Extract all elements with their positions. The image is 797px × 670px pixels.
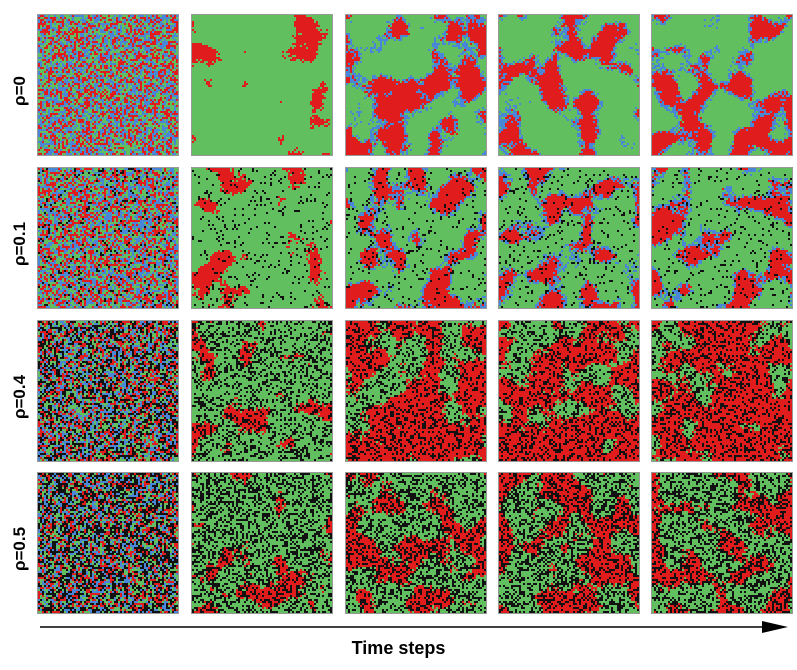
simulation-panel bbox=[37, 167, 179, 309]
lattice-canvas bbox=[499, 473, 639, 613]
row-label: ρ=0.4 bbox=[8, 320, 32, 474]
simulation-panel bbox=[498, 472, 640, 614]
row-label-text: ρ=0.4 bbox=[10, 375, 30, 419]
lattice-canvas bbox=[346, 15, 486, 155]
simulation-panel bbox=[345, 14, 487, 156]
row-label: ρ=0 bbox=[8, 14, 32, 168]
lattice-canvas bbox=[652, 168, 792, 308]
lattice-canvas bbox=[38, 168, 178, 308]
lattice-canvas bbox=[346, 473, 486, 613]
lattice-canvas bbox=[38, 473, 178, 613]
time-axis-label: Time steps bbox=[0, 638, 797, 659]
simulation-panel bbox=[498, 320, 640, 462]
simulation-panel bbox=[191, 320, 333, 462]
lattice-canvas bbox=[652, 473, 792, 613]
simulation-panel bbox=[37, 472, 179, 614]
simulation-panel bbox=[345, 167, 487, 309]
simulation-panel bbox=[498, 167, 640, 309]
lattice-canvas bbox=[192, 473, 332, 613]
simulation-panel bbox=[191, 14, 333, 156]
simulation-panel bbox=[37, 14, 179, 156]
lattice-canvas bbox=[38, 15, 178, 155]
lattice-canvas bbox=[192, 15, 332, 155]
row-label: ρ=0.1 bbox=[8, 167, 32, 321]
simulation-panel bbox=[191, 472, 333, 614]
lattice-canvas bbox=[192, 321, 332, 461]
simulation-panel bbox=[498, 14, 640, 156]
lattice-canvas bbox=[499, 321, 639, 461]
lattice-canvas bbox=[499, 15, 639, 155]
row-label: ρ=0.5 bbox=[8, 472, 32, 626]
simulation-panel bbox=[37, 320, 179, 462]
lattice-canvas bbox=[652, 15, 792, 155]
simulation-panel bbox=[345, 320, 487, 462]
lattice-canvas bbox=[499, 168, 639, 308]
lattice-canvas bbox=[38, 321, 178, 461]
time-arrow bbox=[40, 618, 790, 636]
simulation-panel bbox=[651, 14, 793, 156]
simulation-panel bbox=[651, 472, 793, 614]
simulation-panel bbox=[651, 320, 793, 462]
simulation-panel bbox=[651, 167, 793, 309]
lattice-canvas bbox=[652, 321, 792, 461]
simulation-panel bbox=[191, 167, 333, 309]
lattice-canvas bbox=[346, 168, 486, 308]
row-label-text: ρ=0 bbox=[10, 76, 30, 106]
lattice-canvas bbox=[346, 321, 486, 461]
simulation-panel bbox=[345, 472, 487, 614]
row-label-text: ρ=0.5 bbox=[10, 527, 30, 571]
time-arrow-head bbox=[762, 621, 788, 633]
lattice-canvas bbox=[192, 168, 332, 308]
row-label-text: ρ=0.1 bbox=[10, 222, 30, 266]
